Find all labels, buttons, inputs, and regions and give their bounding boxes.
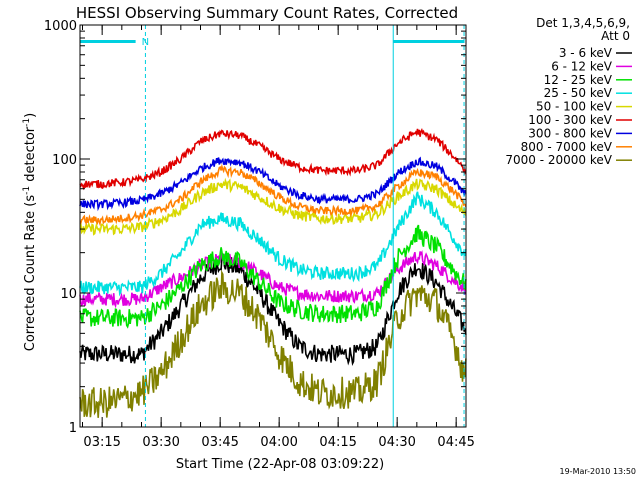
series-line-7 <box>79 163 467 227</box>
y-axis-label: Corrected Count Rate (s-1 detector-1) <box>22 113 38 351</box>
y-axis-label-sup2: -1 <box>22 118 32 127</box>
legend-label-6: 300 - 800 keV <box>528 126 612 140</box>
plot-frame <box>79 24 467 428</box>
interval-bar-1 <box>393 40 465 43</box>
y-axis-label-a: Corrected Count Rate (s <box>23 195 38 352</box>
legend-label-0: 3 - 6 keV <box>559 46 613 60</box>
y-axis-label-c: ) <box>23 113 38 118</box>
y-axis-label-sup1: -1 <box>22 186 32 195</box>
chart-title: HESSI Observing Summary Count Rates, Cor… <box>76 4 458 22</box>
x-axis-label: Start Time (22-Apr-08 03:09:22) <box>176 457 384 472</box>
x-tick-label-5: 04:30 <box>378 435 415 450</box>
series-line-3 <box>79 191 467 297</box>
x-axis-ticks: 03:15 03:30 03:45 04:00 04:15 04:30 04:45 <box>81 25 475 450</box>
x-tick-label-3: 04:00 <box>260 435 297 450</box>
x-tick-label-1: 03:30 <box>142 435 179 450</box>
legend-label-4: 50 - 100 keV <box>536 100 613 114</box>
y-tick-label-1: 10 <box>60 287 77 302</box>
footer-timestamp: 19-Mar-2010 13:50 <box>560 467 637 476</box>
legend-label-7: 800 - 7000 keV <box>521 140 613 154</box>
series-layer <box>79 128 467 418</box>
series-line-2 <box>79 224 467 329</box>
legend-label-1: 6 - 12 keV <box>551 59 613 73</box>
series-line-5 <box>79 128 467 191</box>
y-tick-label-2: 100 <box>52 153 77 168</box>
x-tick-label-0: 03:15 <box>83 435 120 450</box>
legend-label-2: 12 - 25 keV <box>544 73 613 87</box>
y-axis-label-b: detector <box>23 126 38 186</box>
series-line-6 <box>79 156 467 212</box>
legend-label-8: 7000 - 20000 keV <box>505 153 612 167</box>
legend-label-5: 100 - 300 keV <box>528 113 612 127</box>
series-line-1 <box>79 250 467 309</box>
series-line-4 <box>79 177 467 236</box>
legend-label-3: 25 - 50 keV <box>544 86 613 100</box>
series-line-0 <box>79 255 467 367</box>
legend-title-line2: Att 0 <box>601 29 630 43</box>
x-tick-label-2: 03:45 <box>201 435 238 450</box>
x-tick-label-6: 04:45 <box>437 435 474 450</box>
y-tick-label-0: 1 <box>69 421 77 436</box>
series-line-8 <box>79 269 467 418</box>
y-axis-ticks: 1 10 100 1000 <box>44 19 466 436</box>
interval-label-0: N <box>142 37 149 48</box>
y-tick-label-3: 1000 <box>44 19 77 34</box>
legend-title-line1: Det 1,3,4,5,6,9, <box>536 16 630 30</box>
interval-bar-0 <box>80 40 136 43</box>
x-tick-label-4: 04:15 <box>319 435 356 450</box>
